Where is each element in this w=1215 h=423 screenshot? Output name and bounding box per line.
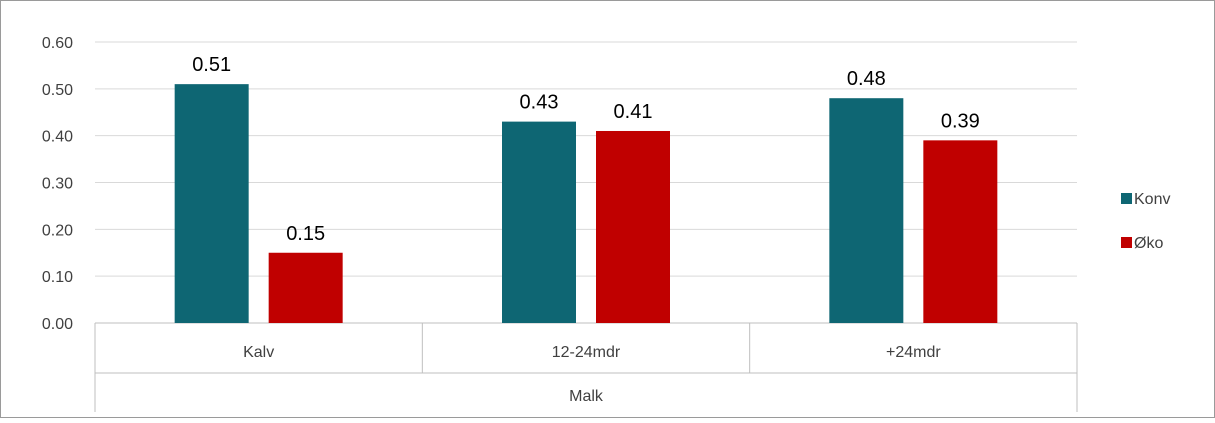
data-label: 0.51	[192, 54, 231, 76]
x-axis: Kalv 12-24mdr +24mdr Malk	[94, 323, 1078, 412]
x-group-label: Malk	[569, 388, 604, 405]
data-label: 0.43	[520, 92, 559, 114]
bars	[174, 84, 998, 324]
bar-konv-2	[502, 121, 576, 323]
x-tick-label: +24mdr	[886, 344, 941, 361]
data-label: 0.15	[286, 223, 325, 245]
x-tick-label: 12-24mdr	[552, 344, 621, 361]
data-labels: 0.51 0.15 0.43 0.41 0.48 0.39	[192, 54, 980, 245]
x-tick-label: Kalv	[243, 344, 274, 361]
legend-swatch-konv	[1121, 193, 1132, 204]
bar-konv-1	[174, 84, 249, 324]
legend-label: Konv	[1134, 191, 1170, 208]
data-label: 0.41	[614, 101, 653, 123]
bar-øko-3	[923, 140, 998, 323]
data-label: 0.39	[941, 110, 980, 132]
legend-swatch-øko	[1121, 237, 1132, 248]
legend-label: Øko	[1134, 235, 1163, 252]
y-tick-label: 0.10	[42, 269, 73, 286]
legend: Konv Øko	[1121, 191, 1170, 252]
gridlines	[95, 41, 1077, 324]
data-label: 0.48	[847, 68, 886, 90]
y-tick-label: 0.60	[42, 35, 73, 52]
y-tick-label: 0.30	[42, 176, 73, 193]
bar-øko-2	[596, 130, 670, 323]
y-axis-tick-labels: 0.00 0.10 0.20 0.30 0.40 0.50 0.60	[42, 35, 73, 333]
y-tick-label: 0.20	[42, 222, 73, 239]
y-tick-label: 0.00	[42, 316, 73, 333]
bar-konv-3	[829, 98, 904, 323]
y-tick-label: 0.50	[42, 82, 73, 99]
y-tick-label: 0.40	[42, 129, 73, 146]
bar-øko-1	[268, 252, 343, 323]
